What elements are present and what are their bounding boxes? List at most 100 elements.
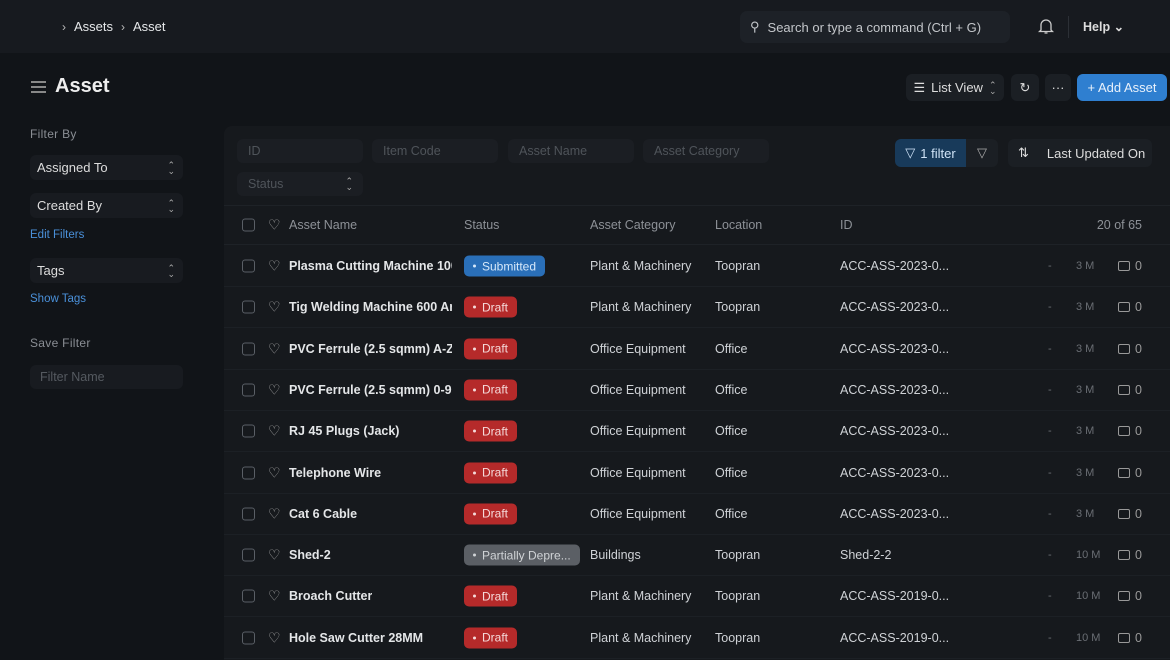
id-filter-input[interactable]: ID (237, 139, 363, 163)
tags-select[interactable]: Tags ⌃ ⌄ (30, 258, 183, 283)
table-row[interactable]: ♡ Shed-2 Partially Depre... Buildings To… (224, 535, 1170, 577)
table-row[interactable]: ♡ Hole Saw Cutter 28MM Draft Plant & Mac… (224, 618, 1170, 659)
filter-name-input[interactable]: Filter Name (30, 365, 183, 389)
asset-id: ACC-ASS-2023-0... (840, 424, 950, 439)
asset-name-link[interactable]: Telephone Wire (289, 465, 382, 480)
heart-icon[interactable]: ♡ (268, 216, 281, 233)
comment-count[interactable]: 0 (1118, 631, 1142, 645)
asset-name-link[interactable]: Broach Cutter (289, 589, 373, 604)
row-checkbox[interactable] (242, 589, 255, 603)
more-button[interactable]: ··· (1045, 74, 1071, 101)
clear-filter-button[interactable]: ▽ (966, 139, 998, 167)
heart-icon[interactable]: ♡ (268, 629, 281, 646)
asset-name-link[interactable]: Hole Saw Cutter 28MM (289, 630, 424, 645)
help-menu[interactable]: Help ⌄ (1083, 20, 1125, 34)
asset-name-link[interactable]: PVC Ferrule (2.5 sqmm) A-Z (289, 341, 452, 356)
comment-count[interactable]: 0 (1118, 342, 1142, 356)
breadcrumb-assets[interactable]: Assets (74, 19, 114, 34)
heart-icon[interactable]: ♡ (268, 298, 281, 315)
sort-button[interactable]: ⇅ Last Updated On (1008, 139, 1152, 167)
comment-count[interactable]: 0 (1118, 466, 1142, 480)
heart-icon[interactable]: ♡ (268, 381, 281, 398)
refresh-button[interactable]: ↻ (1011, 74, 1039, 101)
modified-time: 3 M (1076, 342, 1095, 355)
row-checkbox[interactable] (242, 424, 255, 438)
comment-count[interactable]: 0 (1118, 300, 1142, 314)
row-checkbox[interactable] (242, 383, 255, 397)
row-checkbox[interactable] (242, 259, 255, 273)
comment-count[interactable]: 0 (1118, 589, 1142, 603)
heart-icon[interactable]: ♡ (268, 546, 281, 563)
modified-time: 3 M (1076, 383, 1095, 396)
select-all-checkbox[interactable] (242, 218, 255, 232)
asset-name-link[interactable]: Plasma Cutting Machine 100 (289, 259, 452, 273)
dot-icon (473, 388, 476, 392)
heart-icon[interactable]: ♡ (268, 340, 281, 357)
asset-name-link[interactable]: Shed-2 (289, 548, 331, 563)
updown-icon: ⌃ ⌄ (167, 159, 175, 176)
header-status: Status (464, 218, 500, 232)
status-badge: Draft (464, 296, 518, 318)
filter-button[interactable]: ▽ 1 filter (895, 139, 966, 167)
asset-category-filter-input[interactable]: Asset Category (643, 139, 769, 163)
modified-time: 10 M (1076, 590, 1101, 603)
add-asset-button[interactable]: + Add Asset (1077, 74, 1167, 101)
bell-icon[interactable] (1038, 17, 1054, 35)
heart-icon[interactable]: ♡ (268, 505, 281, 522)
edit-filters-link[interactable]: Edit Filters (30, 229, 85, 241)
comment-icon (1118, 632, 1130, 643)
table-row[interactable]: ♡ Plasma Cutting Machine 100 Submitted P… (224, 246, 1170, 287)
asset-name-link[interactable]: Tig Welding Machine 600 An (289, 300, 452, 315)
asset-category: Plant & Machinery (590, 259, 692, 273)
status-filter-select[interactable]: Status ⌃ ⌄ (237, 172, 363, 196)
location: Office (715, 382, 748, 397)
heart-icon[interactable]: ♡ (268, 422, 281, 439)
heart-icon[interactable]: ♡ (268, 464, 281, 480)
asset-category: Buildings (590, 548, 641, 563)
status-badge: Draft (464, 338, 518, 360)
filter-x-icon: ▽ (977, 145, 987, 160)
item-code-filter-input[interactable]: Item Code (372, 139, 498, 163)
asset-category: Plant & Machinery (590, 300, 692, 315)
table-row[interactable]: ♡ Telephone Wire Draft Office Equipment … (224, 453, 1170, 494)
modified-time: 3 M (1076, 301, 1095, 314)
updown-icon: ⌃ ⌄ (988, 79, 997, 96)
table-row[interactable]: ♡ Cat 6 Cable Draft Office Equipment Off… (224, 494, 1170, 535)
list-view-button[interactable]: ☰ List View ⌃ ⌄ (906, 74, 1004, 101)
heart-icon[interactable]: ♡ (268, 257, 281, 274)
modified-time: 3 M (1076, 466, 1095, 479)
heart-icon[interactable]: ♡ (268, 587, 281, 604)
comment-count[interactable]: 0 (1118, 507, 1142, 521)
table-row[interactable]: ♡ RJ 45 Plugs (Jack) Draft Office Equipm… (224, 411, 1170, 453)
row-checkbox[interactable] (242, 507, 255, 521)
asset-name-link[interactable]: RJ 45 Plugs (Jack) (289, 424, 400, 439)
created-by-select[interactable]: Created By ⌃ ⌄ (30, 193, 183, 218)
table-row[interactable]: ♡ Broach Cutter Draft Plant & Machinery … (224, 576, 1170, 618)
show-tags-link[interactable]: Show Tags (30, 293, 87, 305)
table-row[interactable]: ♡ Tig Welding Machine 600 An Draft Plant… (224, 287, 1170, 329)
assigned-to-select[interactable]: Assigned To ⌃ ⌄ (30, 155, 183, 180)
row-checkbox[interactable] (242, 300, 255, 314)
asset-category: Office Equipment (590, 506, 686, 521)
asset-category: Office Equipment (590, 424, 686, 439)
comment-count[interactable]: 0 (1118, 383, 1142, 397)
breadcrumb-asset[interactable]: Asset (133, 19, 166, 34)
row-checkbox[interactable] (242, 631, 255, 645)
asset-name-filter-input[interactable]: Asset Name (508, 139, 634, 163)
comment-count[interactable]: 0 (1118, 548, 1142, 562)
row-checkbox[interactable] (242, 548, 255, 562)
table-row[interactable]: ♡ PVC Ferrule (2.5 sqmm) A-Z Draft Offic… (224, 329, 1170, 370)
row-checkbox[interactable] (242, 342, 255, 356)
sidebar-toggle-icon[interactable] (31, 81, 46, 93)
comment-count[interactable]: 0 (1118, 259, 1142, 273)
row-checkbox[interactable] (242, 466, 255, 479)
dot-icon (473, 429, 476, 433)
asset-name-link[interactable]: Cat 6 Cable (289, 506, 358, 521)
dash: - (1048, 631, 1052, 644)
search-input[interactable]: ⚲ Search or type a command (Ctrl + G) (740, 11, 1010, 43)
comment-count[interactable]: 0 (1118, 424, 1142, 438)
asset-name-link[interactable]: PVC Ferrule (2.5 sqmm) 0-9 (289, 382, 452, 397)
comment-icon (1118, 508, 1130, 519)
table-row[interactable]: ♡ PVC Ferrule (2.5 sqmm) 0-9 Draft Offic… (224, 370, 1170, 411)
status-badge: Draft (464, 379, 518, 401)
